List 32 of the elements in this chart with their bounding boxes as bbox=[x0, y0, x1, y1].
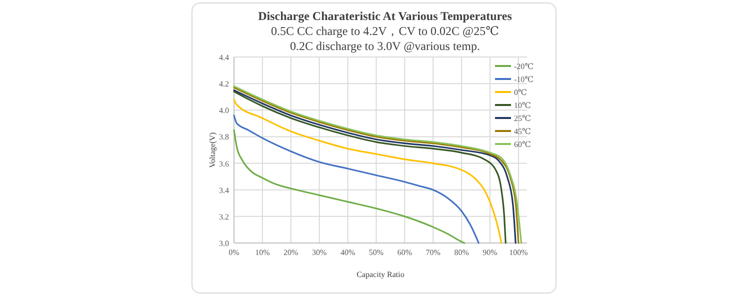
y-tick-label: 4.0 bbox=[219, 106, 229, 116]
y-tick-label: 3.6 bbox=[219, 159, 229, 168]
y-tick-label: 3.4 bbox=[219, 186, 229, 195]
legend-label: 0℃ bbox=[514, 88, 527, 97]
chart-subtitle: 0.5C CC charge to 4.2V，CV to 0.02C @25℃ 0.2C discharge to 3.0V @various temp. bbox=[270, 24, 500, 53]
legend-label: 60℃ bbox=[514, 140, 531, 149]
y-tick-label: 3.2 bbox=[219, 212, 229, 222]
x-tick-label: 20% bbox=[284, 248, 299, 257]
legend-label: 45℃ bbox=[514, 127, 531, 136]
legend-label: -20℃ bbox=[514, 62, 534, 71]
x-tick-label: 60% bbox=[397, 248, 412, 257]
x-tick-label: 40% bbox=[340, 248, 356, 257]
x-tick-label: 100% bbox=[509, 248, 528, 257]
x-tick-label: 50% bbox=[368, 248, 384, 257]
legend-label: -10℃ bbox=[514, 75, 534, 84]
chart-title: Discharge Charateristic At Various Temperatures bbox=[258, 9, 512, 23]
y-tick-label: 4.2 bbox=[219, 80, 229, 89]
x-tick-label: 0% bbox=[228, 248, 240, 257]
line-series bbox=[233, 129, 466, 244]
y-axis-title: Voltage(V) bbox=[208, 132, 217, 168]
x-tick-label: 70% bbox=[426, 248, 441, 257]
x-tick-label: 90% bbox=[482, 248, 498, 257]
legend-label: 25℃ bbox=[514, 114, 531, 123]
line-series bbox=[233, 114, 480, 244]
x-tick-label: 30% bbox=[312, 248, 328, 257]
y-tick-label: 4.4 bbox=[219, 53, 229, 62]
x-axis-title: Capacity Ratio bbox=[356, 270, 404, 279]
y-tick-label: 3.0 bbox=[219, 239, 229, 248]
x-tick-label: 80% bbox=[454, 248, 470, 257]
x-tick-label: 10% bbox=[255, 248, 270, 257]
y-tick-label: 3.8 bbox=[219, 132, 229, 142]
legend-label: 10℃ bbox=[514, 101, 531, 110]
